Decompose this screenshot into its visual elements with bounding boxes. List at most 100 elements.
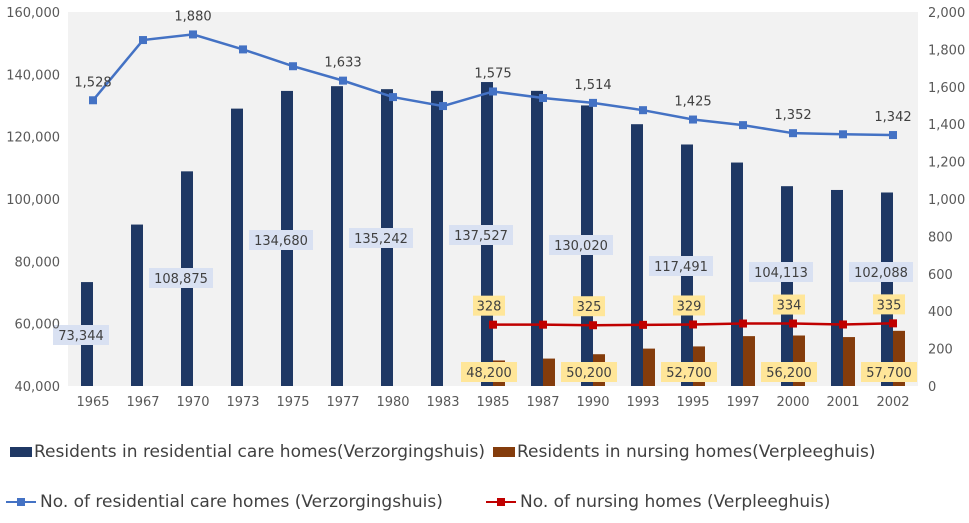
label-nursing-2000-bg [761, 362, 817, 382]
x-tick-1965: 1965 [76, 395, 109, 410]
bar-nursing-2001 [843, 337, 855, 386]
y-left-tick-3: 100,000 [6, 193, 60, 208]
x-tick-1970: 1970 [176, 395, 209, 410]
point-nursing-homes-2000 [789, 319, 797, 328]
bar-residential-2001 [831, 189, 843, 386]
label-nursing-homes-1985-text: 328 [477, 300, 502, 315]
bar-residential-1973 [231, 108, 243, 386]
label-residential-homes-2000: 1,352 [774, 108, 811, 123]
y-right-tick-1: 200 [928, 343, 953, 358]
y-left-tick-0: 40,000 [15, 380, 61, 395]
point-residential-homes-1975 [289, 62, 297, 71]
label-nursing-2000-text: 56,200 [766, 366, 812, 381]
bar-residential-1997 [731, 162, 743, 386]
point-nursing-homes-2001 [839, 320, 847, 329]
point-residential-homes-1983 [439, 102, 447, 111]
point-nursing-homes-2002 [889, 319, 897, 328]
y-right-tick-0: 0 [928, 380, 936, 395]
label-residential-2000: 104,113 [749, 262, 813, 282]
label-nursing-homes-2002-bg [873, 294, 905, 315]
label-residential-homes-1985: 1,575 [474, 66, 511, 81]
label-nursing-homes-2002: 335 [873, 294, 905, 315]
x-tick-1973: 1973 [226, 395, 259, 410]
label-nursing-2002-bg [861, 362, 917, 382]
y-right-tick-6: 1,200 [928, 156, 965, 171]
label-nursing-homes-1990-text: 325 [577, 300, 602, 315]
label-residential-1980-text: 135,242 [354, 232, 408, 247]
point-residential-homes-1967 [139, 36, 147, 45]
label-residential-2002-text: 102,088 [854, 266, 908, 281]
label-nursing-homes-1985: 328 [473, 295, 505, 316]
label-residential-1980-bg [349, 228, 413, 248]
label-nursing-1985-bg [461, 362, 517, 382]
y-right-tick-7: 1,400 [928, 118, 965, 133]
bar-residential-1967 [131, 224, 143, 386]
label-residential-homes-1970: 1,880 [174, 9, 211, 24]
label-residential-1990-bg [549, 235, 613, 255]
label-residential-1970: 108,875 [149, 268, 213, 288]
label-residential-1965-text: 73,344 [58, 329, 104, 344]
label-nursing-homes-1995: 329 [673, 295, 705, 316]
label-nursing-homes-1995-bg [673, 295, 705, 316]
bar-nursing-1987 [543, 358, 555, 386]
label-nursing-2002: 57,700 [861, 362, 917, 382]
y-left-tick-4: 120,000 [6, 131, 60, 146]
point-nursing-homes-1985 [489, 320, 497, 329]
label-residential-1995-text: 117,491 [654, 260, 708, 275]
bar-residential-1993 [631, 124, 643, 386]
label-nursing-1985: 48,200 [461, 362, 517, 382]
point-residential-homes-1973 [239, 45, 247, 54]
label-residential-1970-bg [149, 268, 213, 288]
y-right-tick-5: 1,000 [928, 193, 965, 208]
label-nursing-homes-1990-bg [573, 296, 605, 317]
label-residential-1980: 135,242 [349, 228, 413, 248]
label-residential-1995: 117,491 [649, 256, 713, 276]
legend-swatch-residents-nursing [493, 447, 515, 457]
point-residential-homes-1970 [189, 30, 197, 39]
x-tick-1990: 1990 [576, 395, 609, 410]
bar-residential-1987 [531, 90, 543, 386]
label-nursing-homes-1990: 325 [573, 296, 605, 317]
bar-residential-2002 [881, 192, 893, 386]
label-residential-1985-text: 137,527 [454, 229, 508, 244]
bar-nursing-1993 [643, 348, 655, 386]
y-left-tick-2: 80,000 [15, 255, 61, 270]
x-tick-2002: 2002 [876, 395, 909, 410]
label-residential-1975: 134,680 [249, 230, 313, 250]
y-left-tick-6: 160,000 [6, 6, 60, 21]
legend-label-no-residential-homes: No. of residential care homes (Verzorgin… [40, 492, 443, 512]
label-residential-homes-1990: 1,514 [574, 78, 611, 93]
label-residential-1975-bg [249, 230, 313, 250]
y-right-tick-9: 1,800 [928, 43, 965, 58]
point-residential-homes-1987 [539, 94, 547, 103]
y-left-tick-5: 140,000 [6, 68, 60, 83]
label-nursing-1985-text: 48,200 [466, 366, 512, 381]
label-residential-1985-bg [449, 225, 513, 245]
label-residential-1985: 137,527 [449, 225, 513, 245]
legend-item-residents-residential: Residents in residential care homes(Verz… [10, 442, 485, 462]
y-right-tick-2: 400 [928, 305, 953, 320]
x-tick-1983: 1983 [426, 395, 459, 410]
y-right-tick-10: 2,000 [928, 6, 965, 21]
label-residential-1965: 73,344 [53, 325, 109, 345]
x-tick-1995: 1995 [676, 395, 709, 410]
point-residential-homes-2000 [789, 129, 797, 138]
y-right-tick-4: 800 [928, 230, 953, 245]
point-nursing-homes-1995 [689, 320, 697, 329]
x-tick-1967: 1967 [126, 395, 159, 410]
y-right-tick-3: 600 [928, 268, 953, 283]
legend-item-no-nursing-homes: No. of nursing homes (Verpleeghuis) [486, 492, 830, 512]
x-tick-1993: 1993 [626, 395, 659, 410]
legend-item-residents-nursing: Residents in nursing homes(Verpleeghuis) [493, 442, 875, 462]
label-residential-homes-2002: 1,342 [874, 110, 911, 125]
label-nursing-homes-2000: 334 [773, 294, 805, 315]
label-residential-2002-bg [849, 262, 913, 282]
label-nursing-homes-1995-text: 329 [677, 299, 702, 314]
point-nursing-homes-1993 [639, 320, 647, 329]
label-nursing-homes-2000-bg [773, 294, 805, 315]
point-residential-homes-1985 [489, 87, 497, 96]
point-residential-homes-2002 [889, 131, 897, 140]
legend-label-residents-nursing: Residents in nursing homes(Verpleeghuis) [517, 442, 876, 462]
point-nursing-homes-1987 [539, 320, 547, 329]
y-right-tick-8: 1,600 [928, 81, 965, 96]
